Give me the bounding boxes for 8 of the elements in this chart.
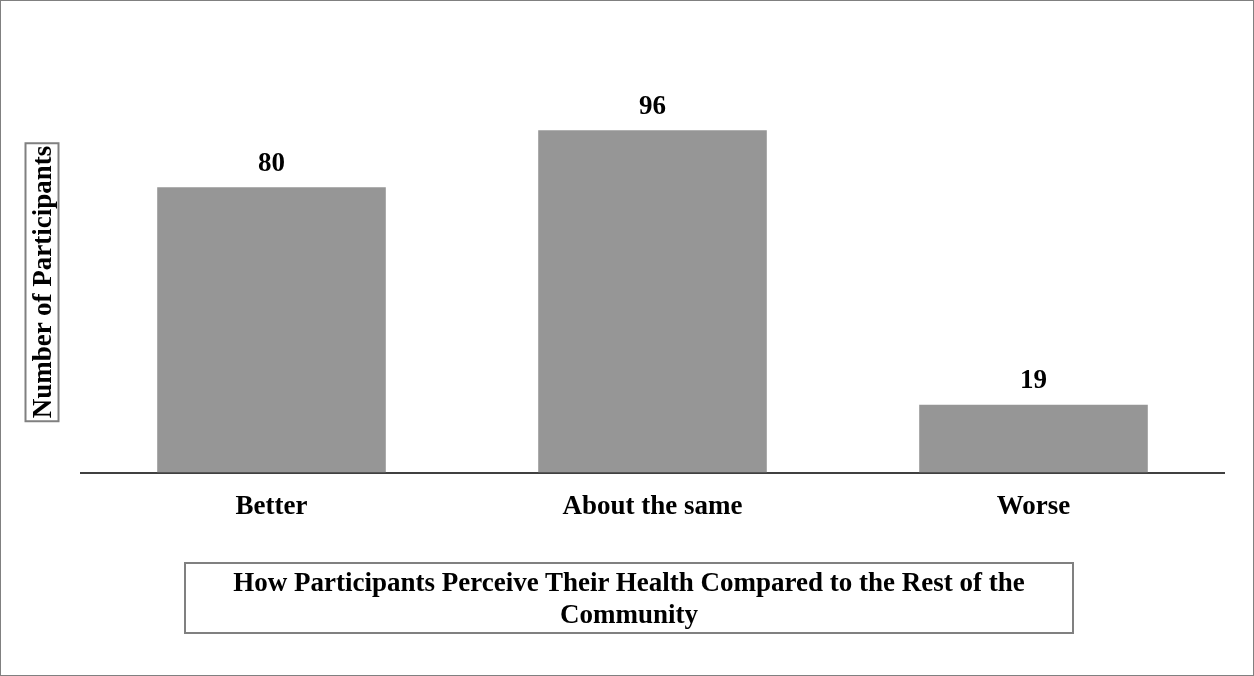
- x-tick-label: Worse: [996, 489, 1071, 520]
- x-axis-title: How Participants Perceive Their Health Compared to the Rest of the Community: [184, 562, 1074, 634]
- y-axis-title: Number of Participants: [24, 141, 60, 423]
- data-label: 80: [258, 146, 285, 177]
- data-label: 96: [639, 89, 666, 120]
- x-tick-label: Better: [235, 489, 308, 520]
- data-label: 19: [1020, 364, 1047, 395]
- x-tick-label: About the same: [562, 489, 743, 520]
